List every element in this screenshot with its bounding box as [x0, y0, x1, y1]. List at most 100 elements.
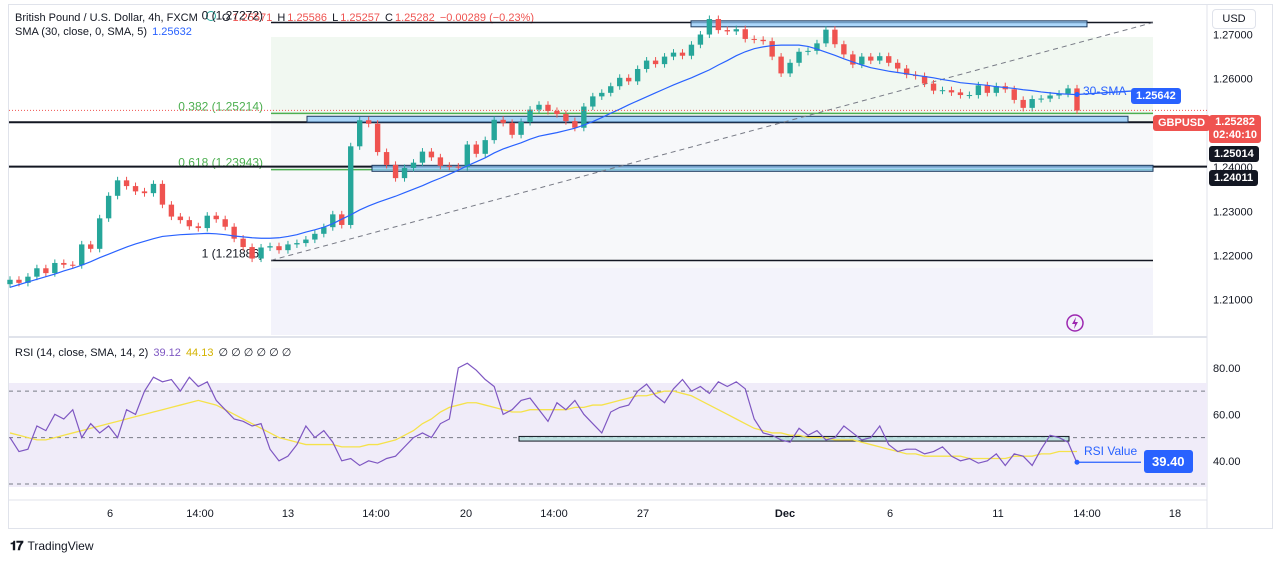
candle-body	[96, 218, 103, 249]
candle-body	[634, 68, 641, 82]
candle-body	[222, 219, 228, 227]
candle-body	[939, 90, 946, 92]
fib-label: 1 (1.21886)	[202, 246, 263, 260]
candle-body	[536, 104, 542, 110]
candle-body	[1074, 88, 1080, 111]
candle-body	[258, 247, 264, 259]
candle-body	[661, 56, 668, 65]
fib-label: 0.382 (1.25214)	[178, 99, 263, 113]
candle-body	[159, 183, 166, 205]
candle-body	[500, 119, 506, 123]
tradingview-brand: TradingView	[27, 539, 94, 553]
price-zone	[306, 115, 1129, 123]
rsi-line	[9, 362, 1078, 467]
candle-body	[688, 44, 695, 56]
candle-body	[123, 180, 130, 187]
candle-body	[984, 85, 991, 93]
low-label: L	[332, 12, 339, 24]
candle-body	[195, 226, 201, 229]
rsi-band-bg	[9, 383, 1207, 487]
open-value: 1.25571	[232, 12, 273, 24]
candle-body	[778, 56, 784, 74]
candle-body	[240, 238, 246, 248]
candle-body	[249, 247, 255, 259]
candle-body	[814, 43, 820, 51]
high-value: 1.25586	[287, 12, 328, 24]
candle-body	[34, 268, 40, 277]
open-label: O	[221, 12, 231, 24]
candle-body	[975, 85, 982, 96]
rsi-title[interactable]: RSI (14, close, SMA, 14, 2)	[15, 347, 149, 359]
candle-body	[348, 146, 354, 225]
candle-body	[930, 83, 937, 91]
price-zone	[371, 164, 1154, 172]
alert-icon[interactable]	[1066, 314, 1084, 332]
candle-body	[88, 244, 94, 249]
candle-body	[1065, 88, 1071, 94]
rsi-legend-zeros: ∅ ∅ ∅ ∅ ∅ ∅	[218, 347, 292, 359]
candle-body	[527, 109, 533, 123]
candle-body	[213, 215, 219, 220]
rsi-value-dot	[1074, 459, 1080, 465]
candle-body	[114, 180, 121, 196]
candle-body	[742, 29, 748, 39]
rsi-axis-tick: 40.00	[1213, 456, 1241, 468]
sma-pointer	[1076, 90, 1132, 96]
candle-body	[491, 119, 497, 141]
time-axis-tick: 18	[1169, 508, 1181, 520]
sma-value: 1.25632	[152, 26, 192, 38]
candle-body	[303, 239, 309, 244]
candle-body	[446, 165, 453, 167]
candle-body	[643, 60, 650, 69]
candle-body	[868, 56, 874, 61]
price-axis-tick: 1.21000	[1213, 295, 1253, 307]
candle-body	[993, 86, 999, 93]
price-axis-tick: 1.22000	[1213, 250, 1253, 262]
candle-body	[894, 62, 901, 69]
candle-body	[787, 62, 793, 74]
chart-frame	[8, 4, 1273, 529]
candle-body	[966, 95, 973, 97]
candle-body	[267, 246, 273, 248]
sma-title[interactable]: SMA (30, close, 0, SMA, 5)	[15, 26, 148, 38]
candle-body	[374, 123, 381, 153]
candle-body	[850, 54, 856, 65]
symbol-title[interactable]: British Pound / U.S. Dollar, 4h, FXCM	[15, 12, 198, 24]
candle-body	[455, 166, 462, 168]
candle-body	[482, 140, 488, 154]
level-lower-tag: 1.24011	[1209, 170, 1259, 186]
candle-body	[1038, 98, 1044, 100]
candle-body	[70, 264, 76, 266]
change-value: −0.00289 (−0.23%)	[439, 12, 535, 24]
low-value: 1.25257	[340, 12, 380, 24]
price-zone	[690, 20, 1088, 28]
time-axis-tick: 11	[992, 508, 1003, 520]
sma-legend: SMA (30, close, 0, SMA, 5) 1.25632	[15, 26, 194, 38]
time-axis-tick: 14:00	[362, 508, 390, 520]
candle-body	[1011, 89, 1017, 100]
candle-body	[617, 77, 623, 87]
level-upper-tag: 1.25014	[1209, 146, 1259, 162]
currency-button[interactable]: USD	[1212, 9, 1256, 29]
candle-body	[1056, 93, 1062, 96]
candle-body	[590, 96, 596, 107]
time-axis-tick: 20	[460, 508, 472, 520]
price-axis-tick: 1.23000	[1213, 206, 1253, 218]
candle-body	[79, 244, 85, 266]
sma-line	[9, 44, 1078, 288]
candle-body	[25, 276, 31, 283]
market-status-icon	[205, 11, 216, 21]
candle-body	[670, 52, 677, 57]
candle-body	[204, 215, 210, 229]
sma-annotation: 30-SMA	[1083, 84, 1126, 98]
candle-body	[957, 92, 964, 96]
candle-body	[383, 152, 390, 165]
candle-body	[805, 50, 811, 52]
candle-body	[859, 56, 865, 65]
candle-body	[321, 227, 327, 234]
candle-body	[706, 19, 713, 35]
fib-lower-bg	[271, 268, 1153, 335]
candle-body	[509, 122, 515, 135]
rsi-legend: RSI (14, close, SMA, 14, 2) 39.12 44.13 …	[15, 346, 293, 359]
tradingview-logo[interactable]: 𝟏𝟕 TradingView	[10, 538, 94, 554]
